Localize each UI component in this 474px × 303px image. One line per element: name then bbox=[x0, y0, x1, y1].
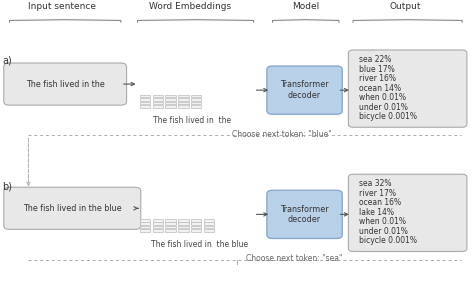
FancyBboxPatch shape bbox=[165, 95, 176, 97]
FancyBboxPatch shape bbox=[191, 105, 201, 108]
Text: Choose next token: "sea": Choose next token: "sea" bbox=[246, 254, 342, 263]
FancyBboxPatch shape bbox=[204, 229, 214, 232]
Text: Transformer
decoder: Transformer decoder bbox=[280, 205, 329, 224]
Text: bicycle 0.001%: bicycle 0.001% bbox=[359, 236, 417, 245]
FancyBboxPatch shape bbox=[165, 102, 176, 104]
Text: under 0.01%: under 0.01% bbox=[359, 103, 408, 112]
FancyBboxPatch shape bbox=[191, 229, 201, 232]
Text: Input sentence: Input sentence bbox=[27, 2, 96, 11]
FancyBboxPatch shape bbox=[140, 105, 150, 108]
FancyBboxPatch shape bbox=[267, 190, 342, 238]
Text: The fish lived in  the: The fish lived in the bbox=[153, 116, 231, 125]
FancyBboxPatch shape bbox=[165, 226, 176, 228]
Text: river 17%: river 17% bbox=[359, 189, 396, 198]
FancyBboxPatch shape bbox=[153, 95, 163, 97]
FancyBboxPatch shape bbox=[153, 222, 163, 225]
Text: blue 17%: blue 17% bbox=[359, 65, 394, 74]
FancyBboxPatch shape bbox=[348, 174, 467, 251]
Text: The fish lived in  the blue: The fish lived in the blue bbox=[151, 240, 247, 249]
FancyBboxPatch shape bbox=[140, 229, 150, 232]
FancyBboxPatch shape bbox=[191, 95, 201, 97]
FancyBboxPatch shape bbox=[140, 102, 150, 104]
Text: b): b) bbox=[2, 181, 12, 191]
FancyBboxPatch shape bbox=[140, 226, 150, 228]
FancyBboxPatch shape bbox=[165, 98, 176, 101]
FancyBboxPatch shape bbox=[153, 229, 163, 232]
FancyBboxPatch shape bbox=[140, 95, 150, 97]
Text: when 0.01%: when 0.01% bbox=[359, 217, 406, 226]
FancyBboxPatch shape bbox=[204, 226, 214, 228]
Text: sea 32%: sea 32% bbox=[359, 179, 392, 188]
FancyBboxPatch shape bbox=[165, 105, 176, 108]
Text: ocean 14%: ocean 14% bbox=[359, 84, 401, 93]
FancyBboxPatch shape bbox=[153, 102, 163, 104]
FancyBboxPatch shape bbox=[140, 98, 150, 101]
FancyBboxPatch shape bbox=[204, 222, 214, 225]
FancyBboxPatch shape bbox=[191, 98, 201, 101]
FancyBboxPatch shape bbox=[4, 63, 127, 105]
Text: Model: Model bbox=[292, 2, 319, 11]
FancyBboxPatch shape bbox=[140, 219, 150, 221]
Text: Transformer
decoder: Transformer decoder bbox=[280, 80, 329, 100]
Text: a): a) bbox=[2, 55, 12, 66]
FancyBboxPatch shape bbox=[191, 102, 201, 104]
FancyBboxPatch shape bbox=[267, 66, 342, 114]
FancyBboxPatch shape bbox=[191, 226, 201, 228]
FancyBboxPatch shape bbox=[178, 98, 189, 101]
Text: Choose next token: "blue": Choose next token: "blue" bbox=[232, 130, 332, 139]
FancyBboxPatch shape bbox=[191, 219, 201, 221]
FancyBboxPatch shape bbox=[153, 219, 163, 221]
FancyBboxPatch shape bbox=[165, 219, 176, 221]
FancyBboxPatch shape bbox=[140, 222, 150, 225]
FancyBboxPatch shape bbox=[4, 187, 141, 229]
FancyBboxPatch shape bbox=[178, 219, 189, 221]
FancyBboxPatch shape bbox=[204, 219, 214, 221]
FancyBboxPatch shape bbox=[153, 98, 163, 101]
FancyBboxPatch shape bbox=[178, 226, 189, 228]
Text: river 16%: river 16% bbox=[359, 74, 396, 83]
Text: Word Embeddings: Word Embeddings bbox=[148, 2, 231, 11]
FancyBboxPatch shape bbox=[178, 229, 189, 232]
FancyBboxPatch shape bbox=[348, 50, 467, 127]
Text: ocean 16%: ocean 16% bbox=[359, 198, 401, 207]
Text: Output: Output bbox=[390, 2, 421, 11]
FancyBboxPatch shape bbox=[178, 102, 189, 104]
Text: lake 14%: lake 14% bbox=[359, 208, 394, 217]
Text: under 0.01%: under 0.01% bbox=[359, 227, 408, 236]
FancyBboxPatch shape bbox=[178, 95, 189, 97]
FancyBboxPatch shape bbox=[165, 222, 176, 225]
FancyBboxPatch shape bbox=[178, 105, 189, 108]
FancyBboxPatch shape bbox=[153, 105, 163, 108]
Text: The fish lived in the: The fish lived in the bbox=[26, 80, 105, 88]
FancyBboxPatch shape bbox=[191, 222, 201, 225]
Text: when 0.01%: when 0.01% bbox=[359, 93, 406, 102]
FancyBboxPatch shape bbox=[165, 229, 176, 232]
FancyBboxPatch shape bbox=[178, 222, 189, 225]
FancyBboxPatch shape bbox=[153, 226, 163, 228]
Text: bicycle 0.001%: bicycle 0.001% bbox=[359, 112, 417, 121]
Text: sea 22%: sea 22% bbox=[359, 55, 391, 64]
Text: The fish lived in the blue: The fish lived in the blue bbox=[23, 204, 122, 213]
